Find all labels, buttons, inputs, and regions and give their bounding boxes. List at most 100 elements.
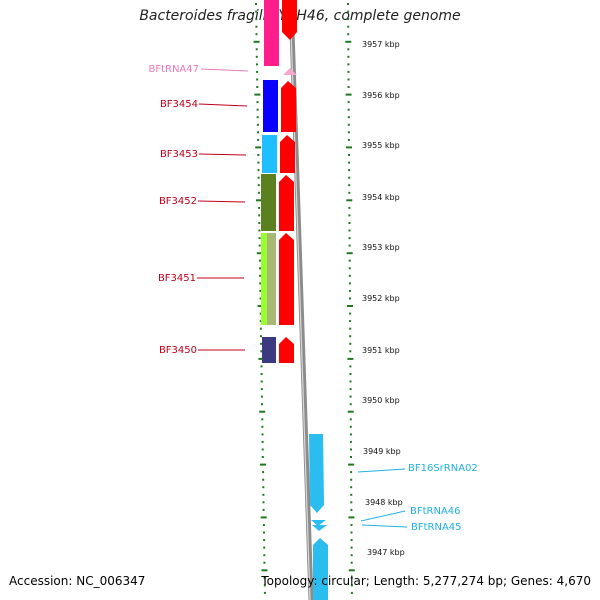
right-track-dot (347, 123, 350, 126)
left-track-dot (258, 214, 261, 217)
right-track-dot (348, 569, 355, 572)
left-track-dot (256, 63, 258, 66)
gene-arrow-bftrna46 (311, 520, 326, 526)
right-track-dot (347, 55, 350, 58)
cog-block-bf3451-a (261, 233, 267, 325)
right-track-dot (347, 86, 350, 88)
right-track-dot (349, 297, 351, 300)
cog-block-bf3454 (263, 80, 278, 132)
right-track-dot (346, 252, 353, 255)
left-track-dot (256, 199, 262, 202)
right-track-dot (348, 161, 351, 164)
left-track-dot (259, 327, 262, 330)
left-track-dot (261, 425, 264, 428)
left-track-dot (259, 282, 262, 285)
right-track-dot (349, 373, 352, 375)
left-track-dot (260, 388, 263, 391)
right-dotted-track (345, 3, 355, 594)
right-track-dot (350, 554, 353, 557)
left-dotted-track (253, 3, 268, 594)
leader-bf3453 (198, 153, 247, 156)
gene-arrow-bf3452 (279, 175, 294, 231)
left-track-dot (254, 93, 261, 96)
scale-label-3948: 3948 kbp (365, 498, 403, 507)
left-track-dot (262, 471, 265, 474)
right-track-dot (350, 486, 353, 489)
gene-label-bf3453: BF3453 (160, 149, 198, 160)
right-track-dot (347, 116, 350, 119)
right-track-dot (350, 448, 352, 451)
right-track-dot (348, 154, 350, 156)
right-track-dot (345, 40, 352, 43)
left-track-dot (263, 576, 266, 579)
left-track-dot (258, 244, 261, 247)
right-track-dot (349, 395, 352, 398)
left-track-dot (259, 297, 262, 300)
left-track-dot (260, 373, 263, 375)
right-track-dot (347, 3, 349, 5)
left-track-dot (257, 161, 260, 164)
right-track-dot (348, 244, 351, 247)
cog-block-bf3453 (262, 135, 277, 173)
right-track-dot (349, 388, 352, 391)
accession-text: Accession: NC_006347 (9, 574, 146, 588)
right-track-dot (347, 101, 350, 104)
right-track-dot (349, 425, 352, 428)
cog-block-bftrna47 (264, 0, 279, 66)
left-track-dot (263, 584, 266, 587)
left-track-dot (257, 176, 260, 179)
scale-label-3950: 3950 kbp (362, 396, 400, 405)
left-track-dot (262, 501, 265, 504)
leader-bftrna45 (361, 524, 408, 528)
left-track-dot (262, 493, 265, 496)
right-track-dot (347, 18, 350, 21)
scale-label-3949: 3949 kbp (363, 447, 401, 456)
right-track-dot (350, 539, 353, 542)
left-track-dot (258, 357, 265, 360)
right-track-dot (349, 440, 352, 443)
gene-label-bftrna45: BFtRNA45 (411, 522, 462, 533)
left-track-dot (262, 524, 265, 526)
right-track-dot (347, 63, 350, 66)
right-track-dot (348, 267, 351, 270)
left-track-dot (259, 320, 262, 323)
right-track-dot (348, 259, 351, 262)
left-track-dot (258, 229, 261, 232)
left-track-dot (261, 569, 268, 572)
right-track-dot (350, 584, 353, 587)
right-track-dot (350, 493, 353, 496)
right-track-dot (347, 48, 350, 51)
left-track-dot (256, 86, 259, 88)
gene-label-bftrna46: BFtRNA46 (410, 506, 461, 517)
gene-arrow-bf3450 (279, 337, 294, 363)
right-track-dot (348, 169, 351, 172)
gene-label-bf3451: BF3451 (158, 273, 196, 284)
left-track-dot (261, 448, 264, 451)
left-track-dot (257, 154, 260, 156)
left-track-dot (258, 259, 261, 262)
left-track-dot (255, 3, 257, 5)
gene-arrow-top (282, 0, 297, 40)
left-track-dot (259, 312, 262, 315)
right-track-dot (347, 10, 350, 13)
right-track-dot (348, 229, 351, 232)
right-track-dot (348, 516, 355, 519)
left-track-dot (260, 342, 263, 345)
right-track-dot (348, 289, 351, 292)
left-track-dot (256, 252, 263, 255)
right-track-dot (349, 403, 352, 406)
right-track-dot (349, 365, 352, 368)
right-track-dot (347, 131, 350, 134)
gene-arrow-bottom (313, 538, 328, 600)
left-track-dot (261, 403, 263, 406)
right-track-dot (348, 214, 351, 217)
right-track-dot (349, 433, 352, 436)
left-track-dot (255, 33, 258, 36)
right-track-dot (349, 342, 352, 345)
right-track-dot (348, 184, 351, 187)
left-track-dot (261, 440, 264, 443)
right-track-dot (350, 576, 353, 579)
left-track-dot (263, 561, 266, 564)
right-track-dot (349, 312, 352, 315)
left-track-dot (256, 108, 259, 111)
